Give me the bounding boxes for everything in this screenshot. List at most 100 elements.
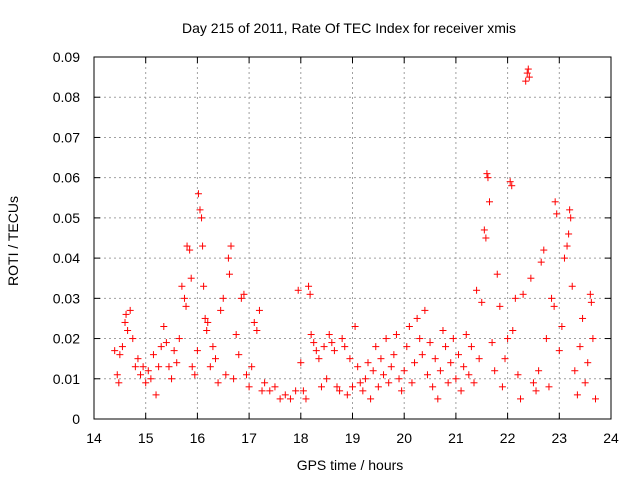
x-tick-label: 20 <box>396 430 412 446</box>
x-tick-label: 18 <box>293 430 309 446</box>
x-tick-label: 23 <box>552 430 568 446</box>
data-point <box>439 327 447 335</box>
data-point <box>224 254 232 262</box>
data-point <box>306 290 314 298</box>
data-point <box>460 363 468 371</box>
data-point <box>540 246 548 254</box>
x-tick-label: 14 <box>86 430 102 446</box>
data-point <box>196 206 204 214</box>
data-point <box>519 290 527 298</box>
data-point <box>395 375 403 383</box>
data-point <box>227 242 235 250</box>
data-point <box>219 294 227 302</box>
data-point <box>380 371 388 379</box>
data-point <box>180 294 188 302</box>
x-tick-label: 17 <box>241 430 257 446</box>
data-point <box>182 302 190 310</box>
y-tick-label: 0.04 <box>53 250 80 266</box>
data-point <box>266 387 274 395</box>
data-point <box>551 198 559 206</box>
data-point <box>139 363 147 371</box>
data-point <box>149 351 157 359</box>
y-tick-label: 0.09 <box>53 49 80 65</box>
data-point <box>542 335 550 343</box>
chart-title: Day 215 of 2011, Rate Of TEC Index for r… <box>182 20 516 36</box>
data-point <box>199 242 207 250</box>
data-point <box>457 387 465 395</box>
data-point <box>144 367 152 375</box>
data-point <box>586 290 594 298</box>
y-tick-label: 0.03 <box>53 290 80 306</box>
data-point <box>498 383 506 391</box>
data-point <box>325 331 333 339</box>
data-point <box>484 174 492 182</box>
x-axis-tick-labels: 14 15 16 17 18 19 20 21 22 23 24 <box>86 430 619 446</box>
x-tick-label: 22 <box>500 430 516 446</box>
data-point <box>465 371 473 379</box>
data-point <box>115 379 123 387</box>
y-tick-label: 0 <box>72 411 80 427</box>
x-tick-label: 24 <box>603 430 619 446</box>
data-point <box>330 347 338 355</box>
data-point <box>173 359 181 367</box>
data-point <box>545 383 553 391</box>
data-point <box>405 322 413 330</box>
data-point <box>261 379 269 387</box>
data-point <box>587 298 595 306</box>
data-point <box>333 383 341 391</box>
data-point <box>467 343 475 351</box>
data-point <box>447 359 455 367</box>
data-point <box>118 343 126 351</box>
data-point <box>591 395 599 403</box>
data-point <box>558 322 566 330</box>
data-point <box>413 314 421 322</box>
data-point <box>581 379 589 387</box>
data-point <box>493 270 501 278</box>
data-point <box>243 371 251 379</box>
data-point <box>482 234 490 242</box>
data-point <box>315 355 323 363</box>
data-point <box>302 395 310 403</box>
data-point <box>478 298 486 306</box>
data-point <box>137 371 145 379</box>
data-point <box>501 355 509 363</box>
x-tick-label: 16 <box>190 430 206 446</box>
data-point <box>255 306 263 314</box>
data-point <box>354 363 362 371</box>
data-point <box>568 282 576 290</box>
data-point <box>382 335 390 343</box>
data-point <box>240 290 248 298</box>
data-point <box>126 306 134 314</box>
data-point <box>222 371 230 379</box>
data-point <box>235 351 243 359</box>
data-point <box>204 318 212 326</box>
data-point <box>211 355 219 363</box>
grid <box>94 57 611 419</box>
data-point <box>111 347 119 355</box>
data-point <box>183 242 191 250</box>
data-point <box>511 294 519 302</box>
data-point <box>248 363 256 371</box>
data-point <box>480 226 488 234</box>
data-point <box>567 214 575 222</box>
data-point <box>514 371 522 379</box>
data-point <box>372 343 380 351</box>
data-point <box>310 339 318 347</box>
data-point <box>563 242 571 250</box>
data-point <box>374 383 382 391</box>
data-point <box>369 367 377 375</box>
data-point <box>336 387 344 395</box>
data-point <box>343 391 351 399</box>
data-point <box>452 375 460 383</box>
data-point <box>165 363 173 371</box>
data-point <box>281 391 289 399</box>
data-point <box>155 363 163 371</box>
data-point <box>436 367 444 375</box>
data-point <box>532 387 540 395</box>
data-point <box>506 178 514 186</box>
data-point <box>162 339 170 347</box>
data-point <box>550 302 558 310</box>
data-point <box>191 371 199 379</box>
data-point <box>299 387 307 395</box>
data-point <box>225 270 233 278</box>
